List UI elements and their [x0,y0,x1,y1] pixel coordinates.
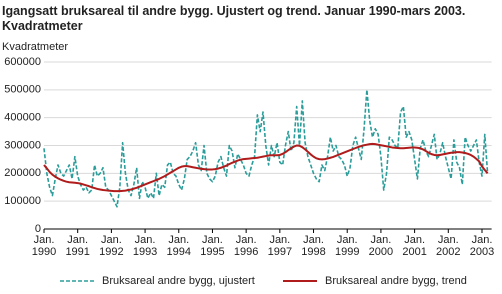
data-line [43,89,489,208]
data-line [43,142,489,193]
x-tick-label: Jan. 2001 [402,234,426,258]
legend-label: Bruksareal andre bygg, trend [325,275,467,287]
x-tick-label: Jan. 1995 [200,234,224,258]
x-tick-label: Jan. 1994 [167,234,191,258]
x-tick-label: Jan. 1998 [301,234,325,258]
legend-item: Bruksareal andre bygg, ujustert [60,275,255,287]
chart-title: Igangsatt bruksareal til andre bygg. Uju… [2,4,465,18]
x-tick-label: Jan. 1993 [133,234,157,258]
chart-title: Kvadratmeter [2,19,83,33]
x-tick-label: Jan. 2002 [436,234,460,258]
legend-label: Bruksareal andre bygg, ujustert [102,275,255,287]
y-tick-label: 200000 [4,167,41,179]
x-tick-label: Jan. 1997 [268,234,292,258]
y-tick-label: 300000 [4,139,41,151]
x-tick-label: Jan. 1999 [335,234,359,258]
legend-item: Bruksareal andre bygg, trend [283,275,467,287]
x-tick-label: Jan. 1992 [99,234,123,258]
x-tick-label: Jan. 2003 [470,234,494,258]
x-tick-label: Jan. 2000 [369,234,393,258]
x-tick-label: Jan. 1991 [65,234,89,258]
x-tick-label: Jan. 1990 [32,234,56,258]
y-tick-label: 400000 [4,112,41,124]
y-tick-label: 100000 [4,195,41,207]
y-axis-label: Kvadratmeter [2,41,68,53]
y-tick-label: 0 [35,223,41,235]
y-tick-label: 500000 [4,84,41,96]
x-tick-label: Jan. 1996 [234,234,258,258]
y-tick-label: 600000 [4,56,41,68]
